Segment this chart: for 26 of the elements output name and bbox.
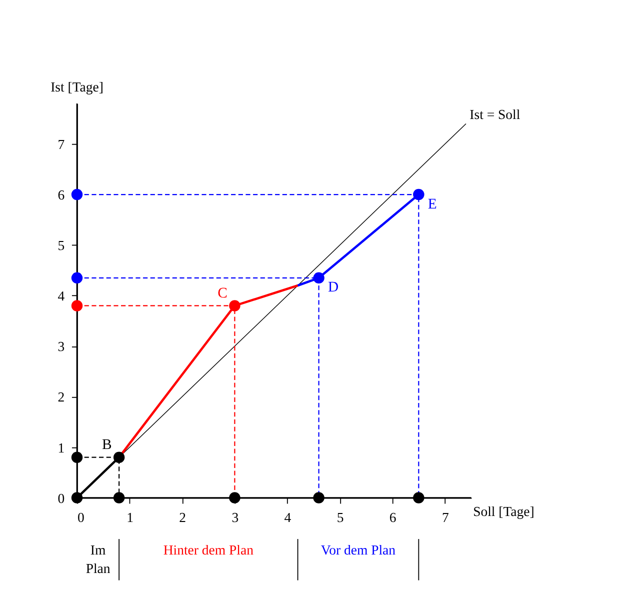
y-tick-label: 6 [58, 188, 65, 203]
y-tick-label: 3 [58, 339, 65, 354]
y-tick-label: 5 [58, 238, 65, 254]
annotation: D [328, 280, 339, 296]
x-tick-label: 7 [442, 510, 449, 526]
x-tick-label: 0 [77, 510, 84, 526]
x-tick-label: 4 [284, 510, 292, 526]
x-tick-label: 1 [126, 510, 134, 526]
y-tick-label: 1 [58, 440, 65, 456]
x-tick-label: 6 [389, 510, 396, 526]
annotation: E [428, 196, 437, 212]
annotation: C [218, 285, 228, 302]
x-tick-label: 2 [179, 510, 186, 526]
annotation: B [102, 437, 112, 454]
text: Vor dem Plan [320, 542, 396, 558]
y-tick-label: 7 [58, 137, 65, 152]
y-tick-label: 0 [58, 490, 65, 506]
x-axis-title: Soll [Tage] [473, 504, 534, 520]
x-tick-label: 3 [232, 510, 239, 526]
text: Im Plan [86, 542, 110, 576]
text: Hinter dem Plan [163, 542, 254, 558]
x-tick-label: 5 [336, 510, 344, 526]
y-axis-title: Ist [Tage] [50, 80, 104, 95]
y-tick-label: 4 [58, 288, 65, 304]
series-label: Ist = Soll [470, 107, 520, 122]
y-tick-label: 2 [58, 390, 65, 405]
